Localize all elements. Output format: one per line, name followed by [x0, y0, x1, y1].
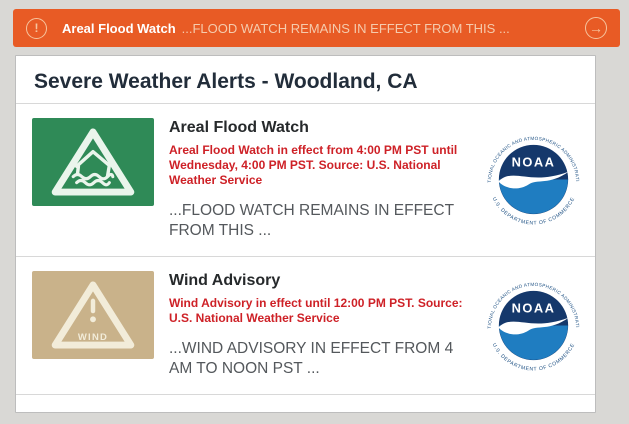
alert-summary: ...WIND ADVISORY IN EFFECT FROM 4 AM TO … — [169, 339, 454, 378]
divider — [16, 393, 595, 395]
noaa-logo: NOAA NATIONAL OCEANIC AND ATMOSPHERIC AD… — [484, 130, 583, 229]
svg-text:WIND: WIND — [78, 332, 108, 343]
alert-body: Areal Flood Watch Areal Flood Watch in e… — [169, 119, 476, 242]
divider — [16, 103, 595, 104]
flood-watch-icon — [32, 118, 154, 206]
alerts-panel: Severe Weather Alerts - Woodland, CA Are… — [15, 55, 596, 413]
alert-details: Wind Advisory in effect until 12:00 PM P… — [169, 295, 463, 325]
warning-icon: ! — [26, 17, 47, 39]
panel-footer — [16, 395, 595, 420]
svg-text:NOAA: NOAA — [512, 155, 556, 170]
alert-card-flood[interactable]: Areal Flood Watch Areal Flood Watch in e… — [16, 104, 595, 256]
alert-details: Areal Flood Watch in effect from 4:00 PM… — [169, 143, 458, 187]
arrow-right-icon[interactable]: → — [585, 17, 607, 39]
alert-title: Areal Flood Watch — [169, 119, 309, 136]
alert-body: Wind Advisory Wind Advisory in effect un… — [169, 272, 476, 380]
alert-banner[interactable]: ! Areal Flood Watch ...FLOOD WATCH REMAI… — [13, 9, 620, 47]
alert-title: Wind Advisory — [169, 271, 281, 289]
divider — [16, 255, 595, 257]
banner-alert-title: Areal Flood Watch — [62, 20, 176, 36]
alert-summary: ...FLOOD WATCH REMAINS IN EFFECT FROM TH… — [169, 202, 454, 240]
svg-text:NOAA: NOAA — [512, 300, 556, 315]
banner-alert-message: ...FLOOD WATCH REMAINS IN EFFECT FROM TH… — [181, 20, 510, 36]
alert-card-wind[interactable]: WIND Wind Advisory Wind Advisory in effe… — [16, 257, 595, 394]
noaa-logo: NOAA NATIONAL OCEANIC AND ATMOSPHERIC AD… — [484, 276, 583, 375]
page-title: Severe Weather Alerts - Woodland, CA — [34, 70, 418, 93]
wind-advisory-icon: WIND — [32, 270, 154, 359]
